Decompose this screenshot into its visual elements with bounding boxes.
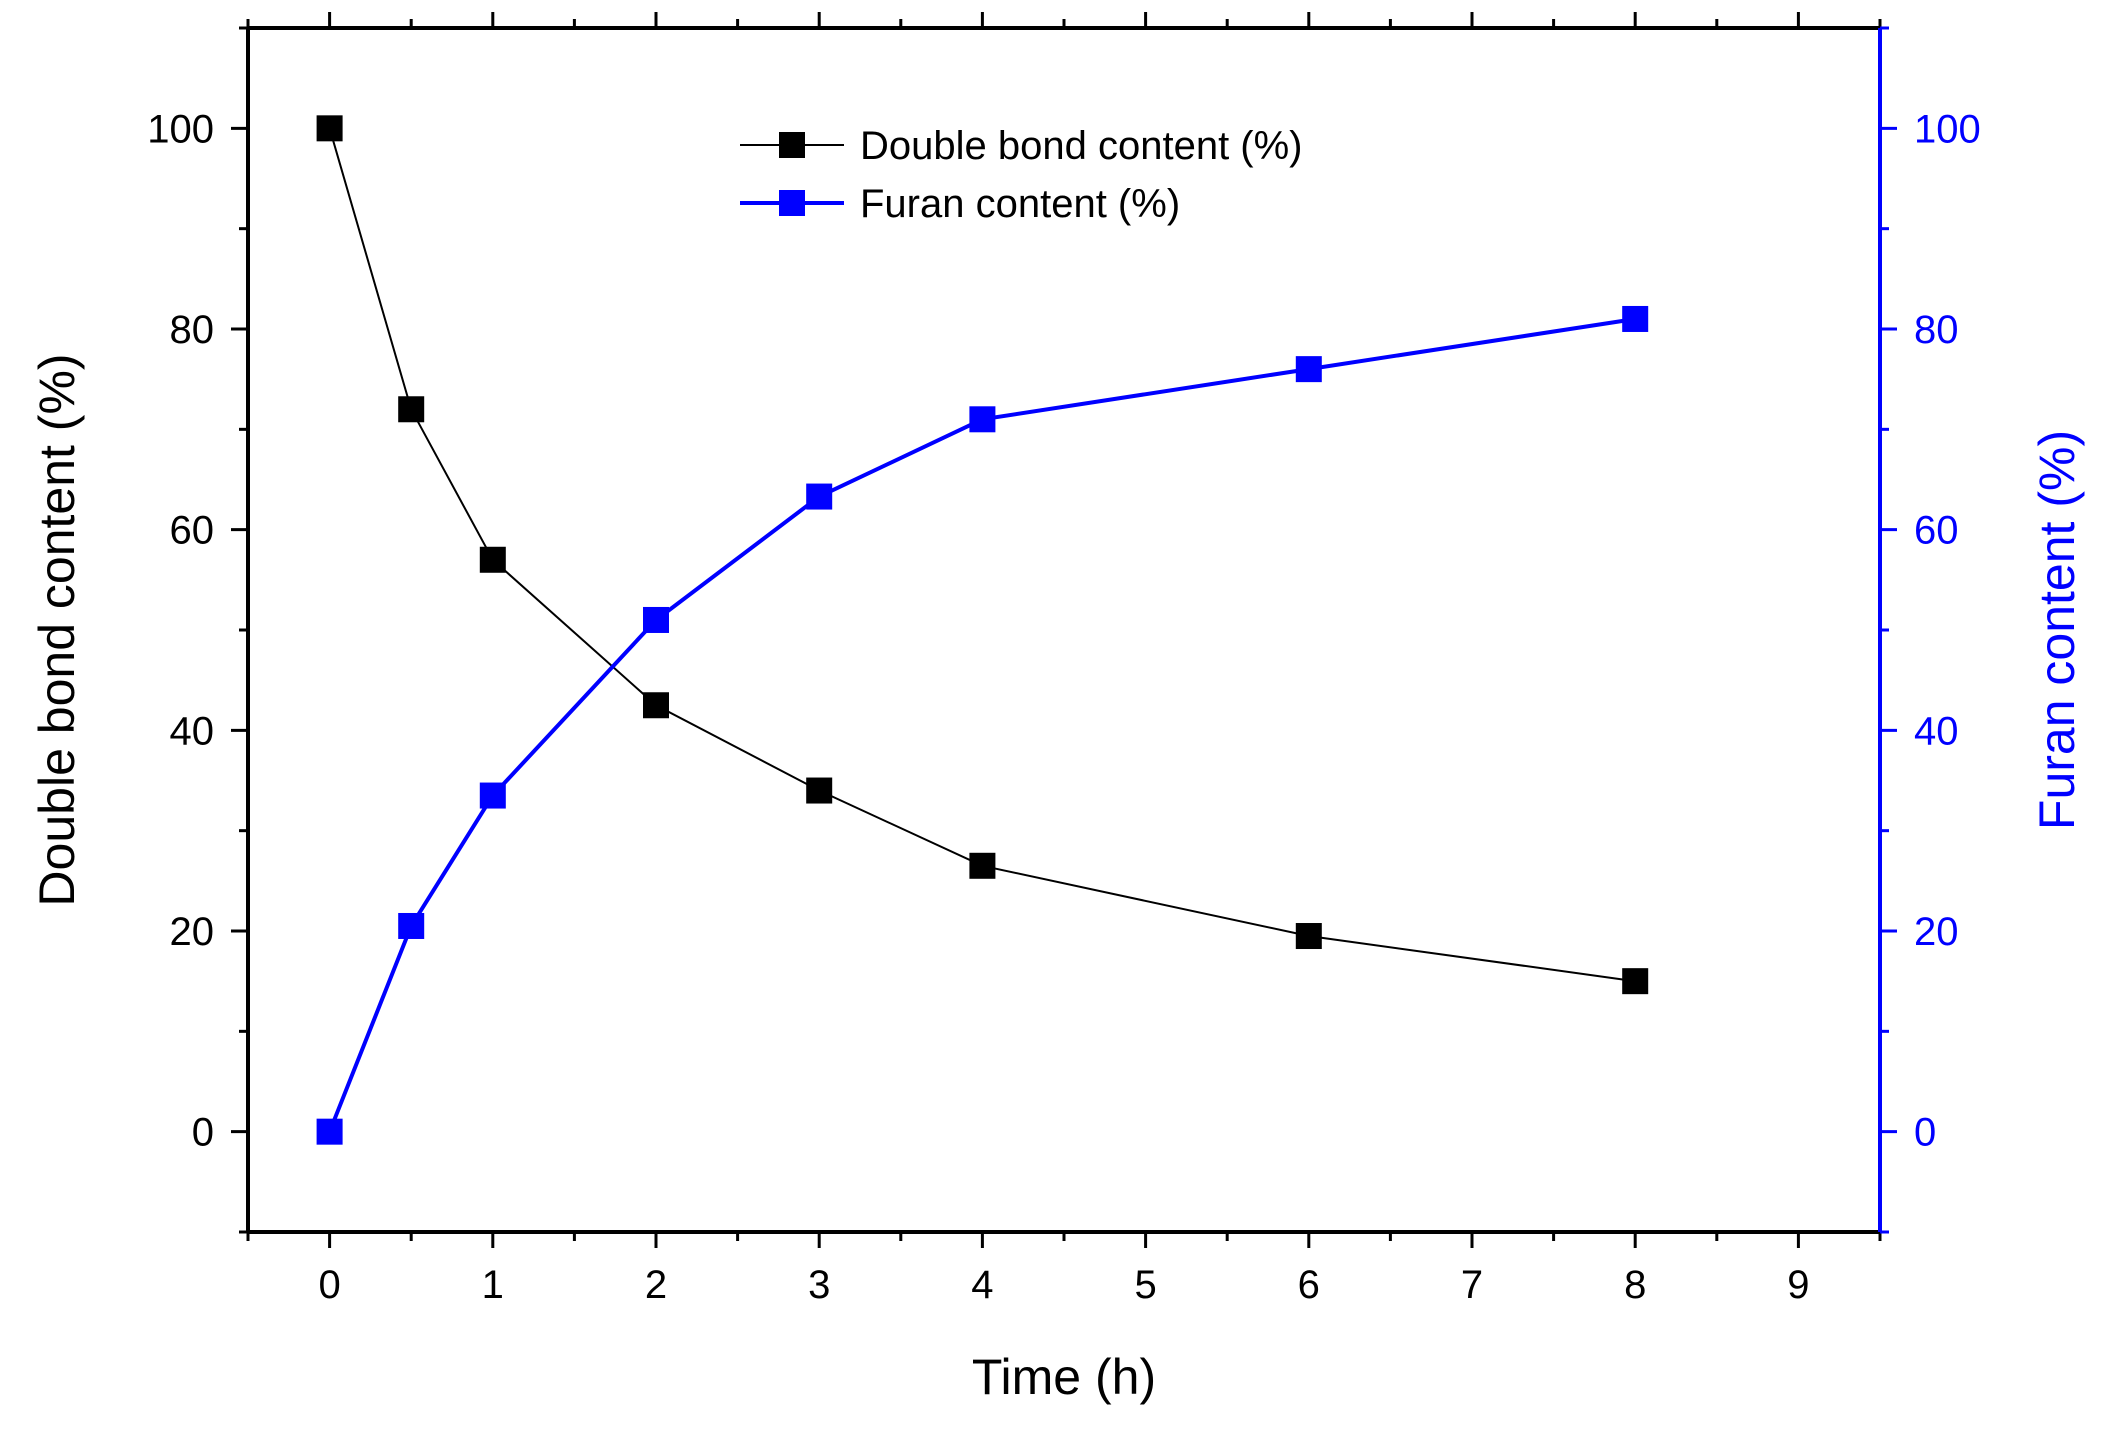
y2-tick-label: 0 <box>1914 1111 1936 1155</box>
x-tick-label: 3 <box>808 1263 830 1307</box>
series-1-point <box>643 692 669 719</box>
y-tick-label: 60 <box>170 509 215 553</box>
legend-label-1: Double bond content (%) <box>860 124 1303 168</box>
y-tick-label: 40 <box>170 709 215 753</box>
y2-tick-label: 20 <box>1914 910 1959 954</box>
series-2-point <box>969 406 996 433</box>
y-tick-label: 0 <box>192 1111 214 1155</box>
x-tick-label: 0 <box>318 1263 340 1307</box>
y2-tick-label: 80 <box>1914 308 1959 352</box>
y-tick-label: 20 <box>170 910 215 954</box>
legend: Double bond content (%) Furan content (%) <box>740 124 1303 226</box>
series-1-point <box>1295 923 1322 950</box>
y2-tick-label: 40 <box>1914 709 1959 753</box>
x-axis-title: Time (h) <box>972 1349 1156 1405</box>
series-1-point <box>316 115 343 142</box>
x-tick-label: 2 <box>645 1263 667 1307</box>
series-2-point <box>643 606 669 633</box>
series-1-point <box>398 396 425 423</box>
series-2-point <box>316 1118 343 1145</box>
series-1-point <box>1622 968 1649 995</box>
legend-marker-2 <box>779 190 805 216</box>
series-line-1 <box>328 128 1636 983</box>
series-1-point <box>806 777 833 804</box>
series-2-point <box>806 483 833 510</box>
x-tick-label: 1 <box>482 1263 504 1307</box>
legend-marker-1 <box>779 132 805 158</box>
series-2-point <box>1295 356 1322 383</box>
series-2-point <box>479 782 506 809</box>
series-2-point <box>398 912 425 939</box>
axes: 0 1 2 3 4 5 6 7 8 9 0 20 40 60 80 100 0 20 40 60 80 100 <box>147 12 1981 1307</box>
series-line-2 <box>327 317 1636 1133</box>
series-1-point <box>969 852 996 879</box>
y-tick-label: 100 <box>147 107 214 151</box>
x-tick-label: 8 <box>1624 1263 1646 1307</box>
y-tick-label: 80 <box>170 308 215 352</box>
x-tick-label: 4 <box>971 1263 993 1307</box>
x-tick-label: 7 <box>1461 1263 1483 1307</box>
y2-tick-label: 100 <box>1914 107 1981 151</box>
series-layer <box>316 115 1649 1145</box>
y2-axis-title: Furan content (%) <box>2029 430 2085 830</box>
x-tick-label: 9 <box>1787 1263 1809 1307</box>
series-1-point <box>479 546 506 573</box>
series-2-point <box>1622 305 1649 332</box>
x-tick-label: 5 <box>1134 1263 1156 1307</box>
x-tick-label: 6 <box>1298 1263 1320 1307</box>
legend-label-2: Furan content (%) <box>860 182 1180 226</box>
y2-tick-label: 60 <box>1914 509 1959 553</box>
y-axis-title: Double bond content (%) <box>29 353 85 906</box>
